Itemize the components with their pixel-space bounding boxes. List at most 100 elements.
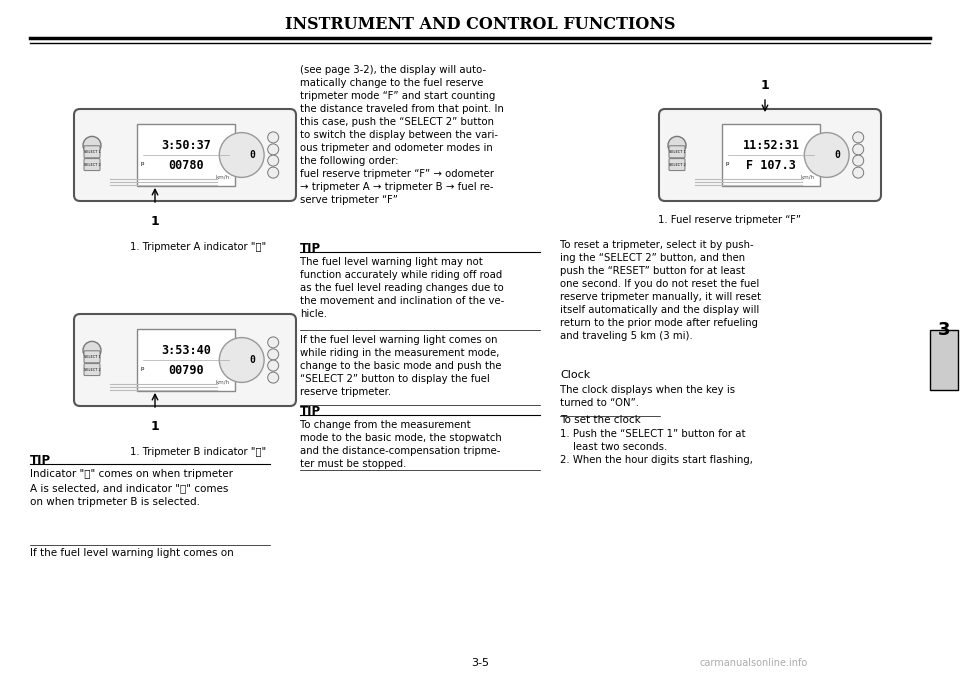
FancyBboxPatch shape [669, 159, 685, 170]
Text: (see page 3-2), the display will auto-: (see page 3-2), the display will auto- [300, 65, 486, 75]
Circle shape [268, 132, 278, 143]
Text: to switch the display between the vari-: to switch the display between the vari- [300, 130, 498, 140]
Text: ous tripmeter and odometer modes in: ous tripmeter and odometer modes in [300, 143, 492, 153]
Text: matically change to the fuel reserve: matically change to the fuel reserve [300, 78, 484, 88]
Text: itself automatically and the display will: itself automatically and the display wil… [560, 305, 759, 315]
Text: 11:52:31: 11:52:31 [742, 139, 800, 151]
Text: p: p [141, 161, 144, 166]
Text: ing the “SELECT 2” button, and then: ing the “SELECT 2” button, and then [560, 253, 745, 263]
FancyBboxPatch shape [74, 109, 296, 201]
Text: km/h: km/h [801, 175, 814, 180]
FancyBboxPatch shape [137, 329, 235, 391]
Circle shape [268, 167, 278, 178]
FancyBboxPatch shape [245, 146, 259, 164]
Text: 00790: 00790 [168, 364, 204, 377]
Text: hicle.: hicle. [300, 309, 327, 319]
Text: 1. Fuel reserve tripmeter “F”: 1. Fuel reserve tripmeter “F” [658, 215, 801, 225]
FancyBboxPatch shape [930, 330, 958, 390]
Text: fuel reserve tripmeter “F” → odometer: fuel reserve tripmeter “F” → odometer [300, 169, 494, 179]
Text: 0: 0 [250, 355, 255, 365]
Text: 1. Push the “SELECT 1” button for at: 1. Push the “SELECT 1” button for at [560, 429, 746, 439]
Text: reserve tripmeter manually, it will reset: reserve tripmeter manually, it will rese… [560, 292, 761, 302]
Text: → tripmeter A → tripmeter B → fuel re-: → tripmeter A → tripmeter B → fuel re- [300, 182, 493, 192]
FancyBboxPatch shape [137, 124, 235, 186]
Circle shape [852, 167, 864, 178]
FancyBboxPatch shape [722, 124, 820, 186]
Text: To set the clock: To set the clock [560, 415, 640, 425]
Circle shape [804, 132, 849, 177]
Text: 1: 1 [151, 215, 159, 228]
Text: If the fuel level warning light comes on: If the fuel level warning light comes on [300, 335, 497, 345]
Text: SELECT 1: SELECT 1 [84, 150, 101, 154]
Text: INSTRUMENT AND CONTROL FUNCTIONS: INSTRUMENT AND CONTROL FUNCTIONS [285, 16, 675, 33]
FancyBboxPatch shape [659, 109, 881, 201]
FancyBboxPatch shape [245, 351, 259, 369]
Text: carmanualsonline.info: carmanualsonline.info [700, 658, 808, 668]
Text: reserve tripmeter.: reserve tripmeter. [300, 387, 391, 397]
Text: km/h: km/h [215, 175, 229, 180]
Text: SELECT 2: SELECT 2 [84, 162, 101, 166]
Text: the distance traveled from that point. In: the distance traveled from that point. I… [300, 104, 504, 114]
FancyBboxPatch shape [84, 363, 100, 375]
Text: F 107.3: F 107.3 [746, 159, 796, 172]
Text: the movement and inclination of the ve-: the movement and inclination of the ve- [300, 296, 504, 306]
Text: 1. Tripmeter B indicator "Ⓑ": 1. Tripmeter B indicator "Ⓑ" [130, 447, 266, 457]
Text: 3:53:40: 3:53:40 [161, 344, 211, 356]
Text: mode to the basic mode, the stopwatch: mode to the basic mode, the stopwatch [300, 433, 502, 443]
Text: 0: 0 [250, 150, 255, 160]
Text: and the distance-compensation tripme-: and the distance-compensation tripme- [300, 446, 500, 456]
Circle shape [268, 337, 278, 348]
Circle shape [219, 337, 264, 382]
Text: SELECT 2: SELECT 2 [668, 162, 685, 166]
Text: SELECT 1: SELECT 1 [668, 150, 685, 154]
Text: while riding in the measurement mode,: while riding in the measurement mode, [300, 348, 499, 358]
Circle shape [268, 349, 278, 360]
Text: 00780: 00780 [168, 159, 204, 172]
Text: push the “RESET” button for at least: push the “RESET” button for at least [560, 266, 745, 276]
Text: The clock displays when the key is: The clock displays when the key is [560, 385, 735, 395]
Text: “SELECT 2” button to display the fuel: “SELECT 2” button to display the fuel [300, 374, 490, 384]
Text: one second. If you do not reset the fuel: one second. If you do not reset the fuel [560, 279, 759, 289]
Text: 3-5: 3-5 [471, 658, 489, 668]
Text: and traveling 5 km (3 mi).: and traveling 5 km (3 mi). [560, 331, 693, 341]
Text: turned to “ON”.: turned to “ON”. [560, 398, 639, 408]
Text: 0: 0 [834, 150, 840, 160]
Text: p: p [141, 366, 144, 371]
Circle shape [83, 136, 101, 154]
Text: To change from the measurement: To change from the measurement [300, 420, 470, 430]
Circle shape [268, 372, 278, 383]
Circle shape [852, 132, 864, 143]
FancyBboxPatch shape [74, 314, 296, 406]
Text: tripmeter mode “F” and start counting: tripmeter mode “F” and start counting [300, 91, 495, 101]
Circle shape [852, 155, 864, 166]
Text: as the fuel level reading changes due to: as the fuel level reading changes due to [300, 283, 504, 293]
Text: The fuel level warning light may not: The fuel level warning light may not [300, 257, 483, 267]
Circle shape [852, 144, 864, 155]
Circle shape [668, 136, 686, 154]
Text: 1: 1 [760, 79, 769, 92]
Text: TIP: TIP [300, 242, 322, 255]
Text: TIP: TIP [300, 405, 322, 418]
Text: least two seconds.: least two seconds. [560, 442, 667, 452]
Text: serve tripmeter “F”: serve tripmeter “F” [300, 195, 397, 205]
Text: this case, push the “SELECT 2” button: this case, push the “SELECT 2” button [300, 117, 494, 127]
Circle shape [83, 342, 101, 359]
Text: km/h: km/h [215, 380, 229, 385]
Text: If the fuel level warning light comes on: If the fuel level warning light comes on [30, 548, 233, 558]
FancyBboxPatch shape [84, 159, 100, 170]
FancyBboxPatch shape [830, 146, 844, 164]
Circle shape [268, 144, 278, 155]
Text: 3:50:37: 3:50:37 [161, 139, 211, 151]
Text: 2. When the hour digits start flashing,: 2. When the hour digits start flashing, [560, 455, 753, 465]
Text: To reset a tripmeter, select it by push-: To reset a tripmeter, select it by push- [560, 240, 754, 250]
Circle shape [268, 155, 278, 166]
Text: Indicator "Ⓐ" comes on when tripmeter
A is selected, and indicator "Ⓑ" comes
on : Indicator "Ⓐ" comes on when tripmeter A … [30, 469, 233, 507]
Text: the following order:: the following order: [300, 156, 398, 166]
Circle shape [219, 132, 264, 177]
Text: SELECT 2: SELECT 2 [84, 367, 101, 371]
Text: 3: 3 [938, 321, 950, 339]
FancyBboxPatch shape [84, 351, 100, 363]
Text: function accurately while riding off road: function accurately while riding off roa… [300, 270, 502, 280]
FancyBboxPatch shape [84, 146, 100, 158]
Text: 1. Tripmeter A indicator "Ⓐ": 1. Tripmeter A indicator "Ⓐ" [130, 242, 266, 252]
